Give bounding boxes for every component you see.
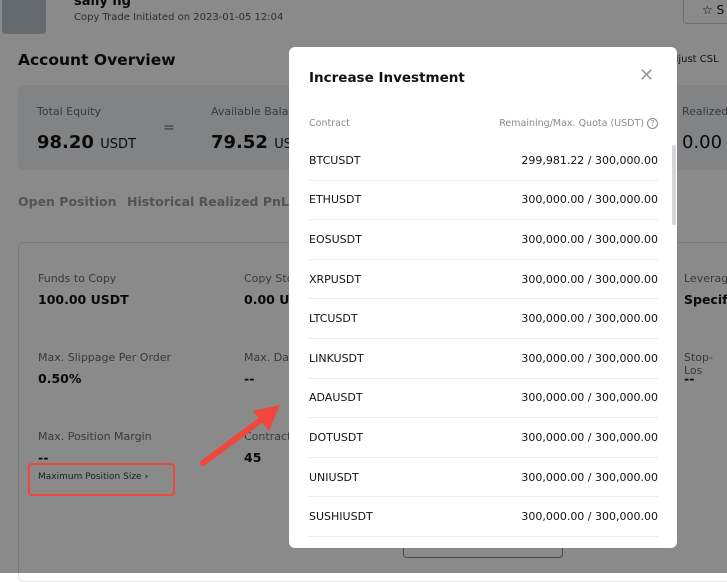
quota-value: 300,000.00 / 300,000.00 bbox=[521, 272, 658, 286]
quota-header: Remaining/Max. Quota (USDT) ? bbox=[499, 118, 658, 129]
contract-row[interactable]: UNIUSDT 300,000.00 / 300,000.00 bbox=[309, 458, 658, 498]
contract-name: DOTUSDT bbox=[309, 430, 364, 444]
contract-header: Contract bbox=[309, 118, 350, 129]
quota-value: 300,000.00 / 300,000.00 bbox=[521, 391, 658, 405]
total-equity-label: Total Equity bbox=[37, 105, 101, 118]
highlight-box bbox=[28, 463, 175, 496]
contract-row[interactable]: LTCUSDT 300,000.00 / 300,000.00 bbox=[309, 299, 658, 339]
quota-value: 300,000.00 / 300,000.00 bbox=[521, 430, 658, 444]
chevron-right-icon: › bbox=[144, 472, 149, 482]
trader-name: sally ng bbox=[74, 0, 131, 9]
available-label: Available Balan bbox=[211, 105, 296, 118]
increase-investment-modal: Increase Investment ✕ Contract Remaining… bbox=[289, 47, 677, 548]
quota-value: 300,000.00 / 300,000.00 bbox=[521, 232, 658, 246]
contract-row[interactable]: EOSUSDT 300,000.00 / 300,000.00 bbox=[309, 220, 658, 260]
funds-value: 100.00 USDT bbox=[38, 292, 129, 307]
contract-row[interactable]: ADAUSDT 300,000.00 / 300,000.00 bbox=[309, 379, 658, 419]
avatar bbox=[2, 0, 46, 34]
initiated-text: Copy Trade Initiated on 2023-01-05 12:04 bbox=[74, 12, 284, 23]
contract-row[interactable]: ETHUSDT 300,000.00 / 300,000.00 bbox=[309, 181, 658, 221]
copy-stop-label: Copy Sto bbox=[244, 272, 294, 285]
annotation-arrow-icon bbox=[200, 405, 280, 466]
funds-label: Funds to Copy bbox=[38, 272, 117, 285]
star-icon: ☆ bbox=[702, 3, 717, 17]
quota-value: 299,981.22 / 300,000.00 bbox=[521, 153, 658, 167]
contract-name: LTCUSDT bbox=[309, 312, 358, 326]
leverage-value: Specifie bbox=[684, 292, 727, 307]
leverage-label: Leverage bbox=[684, 272, 727, 285]
contract-name: LINKUSDT bbox=[309, 351, 364, 365]
contract-row[interactable]: DOTUSDT 300,000.00 / 300,000.00 bbox=[309, 418, 658, 458]
quota-value: 300,000.00 / 300,000.00 bbox=[521, 312, 658, 326]
tab-historical-pnl[interactable]: Historical Realized PnL bbox=[127, 194, 289, 209]
quota-value: 300,000.00 / 300,000.00 bbox=[521, 510, 658, 524]
page-title: Account Overview bbox=[18, 51, 176, 69]
total-equity-value: 98.20 USDT bbox=[37, 132, 136, 153]
slippage-value: 0.50% bbox=[38, 371, 82, 386]
max-daily-label: Max. Dai bbox=[244, 351, 293, 364]
star-button[interactable]: ☆ S bbox=[683, 0, 727, 24]
max-daily-value: -- bbox=[244, 371, 255, 386]
contracts-value: 45 bbox=[244, 450, 262, 465]
contract-name: ADAUSDT bbox=[309, 391, 363, 405]
contract-name: EOSUSDT bbox=[309, 232, 362, 246]
stop-loss-value: -- bbox=[684, 371, 695, 386]
tab-open-position[interactable]: Open Position bbox=[18, 194, 117, 209]
contract-row[interactable]: SUSHIUSDT 300,000.00 / 300,000.00 bbox=[309, 497, 658, 537]
bottom-button[interactable] bbox=[403, 548, 563, 558]
contract-name: ETHUSDT bbox=[309, 193, 362, 207]
contracts-label: Contract bbox=[244, 430, 292, 443]
margin-label: Max. Position Margin bbox=[38, 430, 152, 443]
quota-value: 300,000.00 / 300,000.00 bbox=[521, 193, 658, 207]
contract-name: XRPUSDT bbox=[309, 272, 362, 286]
modal-title: Increase Investment bbox=[309, 70, 465, 86]
quota-value: 300,000.00 / 300,000.00 bbox=[521, 470, 658, 484]
contract-name: BTCUSDT bbox=[309, 153, 361, 167]
adjust-csl-link[interactable]: djust CSL bbox=[672, 54, 719, 65]
equals-sign: = bbox=[163, 120, 175, 136]
realized-value: 0.00 bbox=[682, 132, 723, 153]
quota-value: 300,000.00 / 300,000.00 bbox=[521, 351, 658, 365]
copy-stop-value: 0.00 US bbox=[244, 292, 299, 307]
contract-row[interactable]: LINKUSDT 300,000.00 / 300,000.00 bbox=[309, 339, 658, 379]
contract-row[interactable]: BTCUSDT 299,981.22 / 300,000.00 bbox=[309, 141, 658, 181]
contract-row[interactable]: XRPUSDT 300,000.00 / 300,000.00 bbox=[309, 260, 658, 300]
close-icon[interactable]: ✕ bbox=[639, 65, 655, 86]
slippage-label: Max. Slippage Per Order bbox=[38, 351, 172, 364]
stop-loss-label: Stop-Los bbox=[684, 351, 713, 377]
contract-name: UNIUSDT bbox=[309, 470, 359, 484]
scrollbar[interactable] bbox=[672, 145, 676, 225]
help-icon[interactable]: ? bbox=[647, 118, 658, 129]
contract-name: SUSHIUSDT bbox=[309, 510, 373, 524]
margin-value: -- bbox=[38, 450, 49, 465]
max-position-size-link[interactable]: Maximum Position Size › bbox=[38, 472, 149, 482]
realized-label: Realized bbox=[682, 105, 727, 118]
